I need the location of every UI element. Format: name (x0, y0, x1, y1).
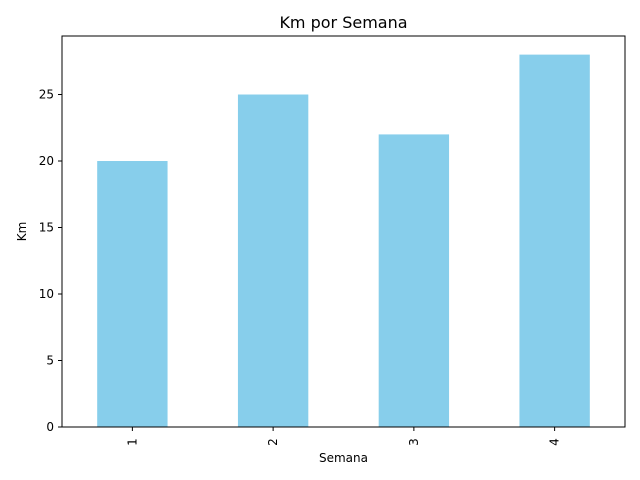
x-tick-label: 4 (548, 438, 562, 446)
y-tick-label: 5 (46, 354, 54, 368)
bar-week-3 (378, 134, 450, 427)
x-tick-label: 1 (125, 438, 139, 446)
x-axis: 1 2 3 4 (125, 427, 562, 446)
y-axis-label: Km (15, 222, 29, 242)
chart-title: Km por Semana (279, 13, 407, 32)
y-tick-label: 10 (39, 287, 54, 301)
bar-week-2 (237, 94, 309, 428)
y-axis: 0 5 10 15 20 25 (39, 88, 62, 434)
x-tick-label: 2 (266, 438, 280, 446)
bar-week-1 (97, 161, 168, 427)
y-tick-label: 15 (39, 221, 54, 235)
plot-frame (61, 35, 626, 428)
x-axis-label: Semana (319, 451, 368, 465)
bars-group (97, 54, 590, 428)
y-tick-label: 20 (39, 154, 54, 168)
y-tick-label: 25 (39, 88, 54, 102)
x-tick-label: 3 (407, 438, 421, 446)
y-tick-label: 0 (46, 420, 54, 434)
bar-week-4 (519, 54, 590, 427)
